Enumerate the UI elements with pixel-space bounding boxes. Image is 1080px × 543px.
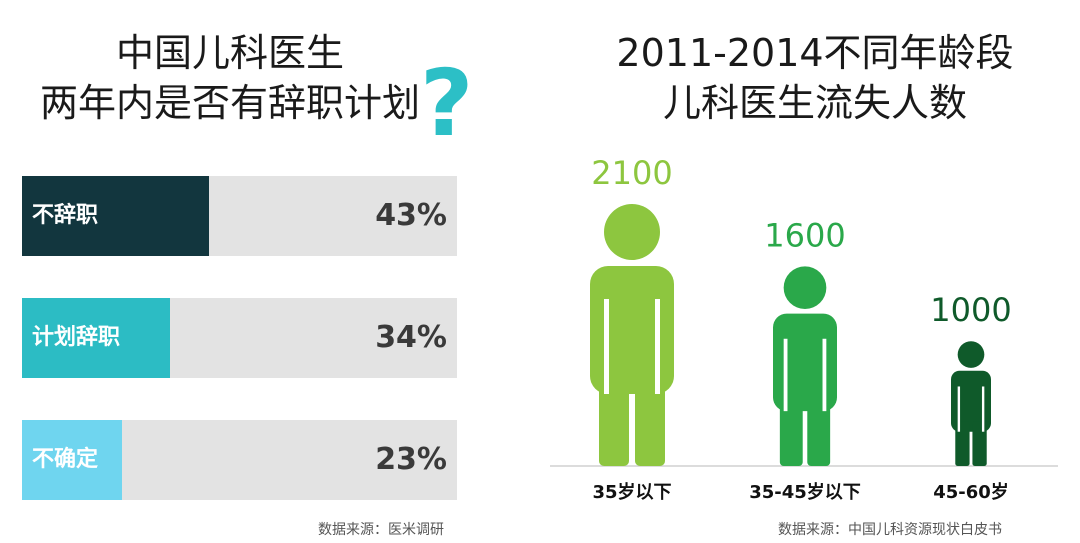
person-torso [773, 313, 837, 412]
person-right-leg [635, 372, 665, 466]
bar-value-0: 43% [375, 198, 447, 233]
left-chart-title: 中国儿科医生 两年内是否有辞职计划 [20, 28, 440, 128]
bar-label-1: 计划辞职 [32, 325, 121, 350]
person-arm-gap-left [783, 338, 788, 412]
person-right-leg [807, 394, 831, 466]
person-head [604, 204, 660, 260]
person-left-leg [599, 372, 629, 466]
bar-track-1: 计划辞职 34% [22, 298, 457, 378]
person-arm-gap-right [822, 338, 827, 412]
left-title-line-1: 中国儿科医生 [115, 31, 344, 75]
person-head [783, 266, 827, 310]
person-icon-0 [590, 204, 674, 466]
person-icon-1 [773, 266, 837, 466]
bar-value-1: 34% [375, 320, 447, 355]
right-chart-title: 2011-2014不同年龄段 儿科医生流失人数 [565, 28, 1065, 128]
person-arm-gap-right [981, 386, 985, 432]
right-title-line-1: 2011-2014不同年龄段 [616, 31, 1014, 75]
person-arm-gap-left [957, 386, 961, 432]
person-head [957, 341, 985, 368]
person-left-leg [955, 421, 970, 466]
person-value-label-2: 1000 [930, 291, 1011, 329]
bar-track-2: 不确定 23% [22, 420, 457, 500]
person-category-label-0: 35岁以下 [592, 481, 671, 503]
person-left-leg [779, 394, 803, 466]
person-icon-2 [951, 341, 991, 466]
person-arm-gap-right [655, 299, 660, 394]
bar-value-2: 23% [375, 442, 447, 477]
bar-fill-1 [22, 298, 170, 378]
person-category-label-2: 45-60岁 [933, 481, 1009, 503]
person-value-label-0: 2100 [591, 154, 672, 192]
bar-fill-2 [22, 420, 123, 500]
bar-label-2: 不确定 [32, 447, 99, 472]
question-mark-icon: ? [420, 50, 474, 157]
left-data-source: 数据来源：医米调研 [318, 522, 444, 538]
person-torso [590, 266, 674, 394]
person-right-leg [972, 421, 987, 466]
person-icons-group: 2100 35岁以下 1600 35-45岁以下 1000 45-60岁 [590, 154, 1012, 503]
person-category-label-1: 35-45岁以下 [749, 481, 861, 503]
bar-label-0: 不辞职 [32, 203, 99, 228]
left-title-line-2: 两年内是否有辞职计划 [39, 81, 420, 125]
bar-track-0: 不辞职 43% [22, 176, 457, 256]
person-arm-gap-left [604, 299, 609, 394]
bar-fill-0 [22, 176, 210, 256]
right-data-source: 数据来源：中国儿科资源现状白皮书 [778, 522, 1002, 538]
right-title-line-2: 儿科医生流失人数 [662, 81, 967, 125]
person-value-label-1: 1600 [764, 216, 845, 254]
person-torso [951, 370, 991, 432]
